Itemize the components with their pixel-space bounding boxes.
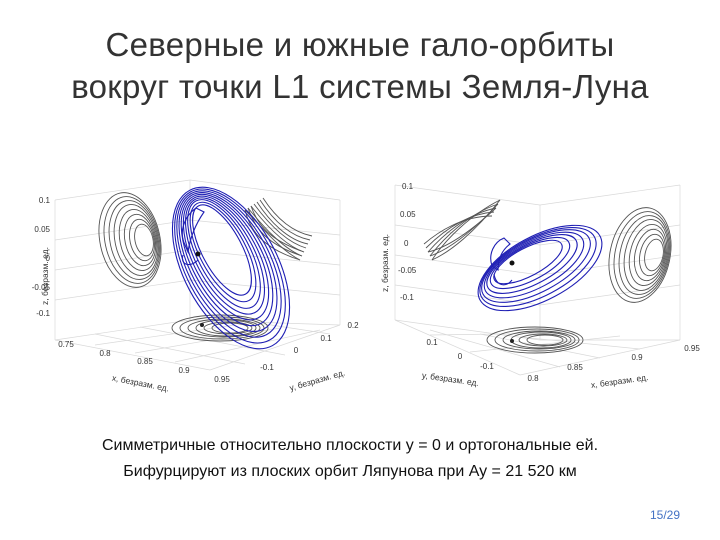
right-x-ticks: 0.8 0.85 0.9 0.95 — [527, 344, 700, 383]
left-y-tick: 0.1 — [320, 334, 332, 343]
halo-orbits-figure: 0.1 0.05 0 -0.05 -0.1 z, безразм. ед. 0.75 0.… — [0, 170, 720, 400]
left-z-tick: 0 — [46, 254, 51, 263]
left-x-tick: 0.8 — [99, 349, 111, 358]
left-l1-point — [195, 251, 201, 257]
right-z-tick: 0.05 — [400, 210, 416, 219]
left-ylabel: y, безразм. ед. — [288, 367, 346, 392]
right-z-tick: 0.1 — [402, 182, 414, 191]
left-x-tick: 0.85 — [137, 357, 153, 366]
right-ylabel: y, безразм. ед. — [421, 370, 479, 388]
left-z-tick: 0.05 — [34, 225, 50, 234]
left-yz-projection — [244, 197, 313, 261]
left-halo-orbits — [171, 186, 291, 350]
right-yz-projection — [423, 199, 501, 261]
slide-caption: Симметричные относительно плоскости y = … — [30, 433, 670, 485]
right-z-tick: 0 — [404, 239, 409, 248]
right-z-tick: -0.1 — [400, 293, 414, 302]
right-y-tick: -0.1 — [480, 362, 494, 371]
caption-line-2: Бифурцируют из плоских орбит Ляпунова пр… — [123, 463, 577, 480]
right-plot: 0.10.050-0.05-0.1 z, безразм. ед. 0.80.8… — [380, 182, 700, 390]
left-x-tick: 0.75 — [58, 340, 74, 349]
right-xy-projection — [486, 326, 584, 354]
left-y-tick: -0.1 — [260, 363, 274, 372]
right-y-ticks: 0.1 0 -0.1 — [426, 338, 494, 371]
left-y-ticks: -0.1 0 0.1 0.2 — [260, 321, 359, 372]
left-x-tick: 0.95 — [214, 375, 230, 384]
left-projection-point — [200, 323, 204, 327]
left-xlabel: x, безразм. ед. — [111, 373, 170, 394]
right-plot-grid — [394, 184, 681, 376]
right-xz-projection — [608, 207, 672, 303]
right-halo-orbits — [477, 224, 603, 312]
right-y-tick: 0.1 — [426, 338, 438, 347]
left-x-ticks: 0.75 0.8 0.85 0.9 0.95 — [58, 340, 230, 384]
left-y-tick: 0 — [294, 346, 299, 355]
right-y-tick: 0 — [458, 352, 463, 361]
left-y-tick: 0.2 — [347, 321, 359, 330]
left-zlabel: z, безразм. ед. — [40, 247, 50, 305]
right-xlabel: x, безразм. ед. — [590, 372, 649, 390]
left-xz-projection — [98, 192, 162, 288]
right-zlabel: z, безразм. ед. — [380, 234, 390, 292]
left-z-tick: 0.1 — [39, 196, 51, 205]
right-x-tick: 0.8 — [527, 374, 539, 383]
left-x-tick: 0.9 — [178, 366, 190, 375]
figures-svg: 0.10.050-0.05-0.1 z, безразм. ед. 0.750.… — [32, 179, 700, 394]
left-z-tick: -0.05 — [32, 283, 51, 292]
right-x-tick: 0.9 — [631, 353, 643, 362]
right-x-tick: 0.85 — [567, 363, 583, 372]
caption-line-1: Симметричные относительно плоскости y = … — [101, 437, 599, 454]
slide-title: Северные и южные гало-орбиты вокруг точк… — [20, 24, 700, 108]
left-z-ticks: 0.1 0.05 0 -0.05 -0.1 — [32, 196, 51, 318]
slide-title-line-1: Северные и южные гало-орбиты — [105, 26, 615, 63]
right-projection-point — [510, 339, 514, 343]
left-z-tick: -0.1 — [36, 309, 50, 318]
slide-title-line-2: вокруг точки L1 системы Земля-Луна — [71, 68, 649, 105]
left-plot: 0.10.050-0.05-0.1 z, безразм. ед. 0.750.… — [32, 179, 359, 394]
right-x-tick: 0.95 — [684, 344, 700, 353]
right-l1-point — [509, 260, 515, 266]
page-number: 15/29 — [649, 508, 680, 522]
right-z-tick: -0.05 — [398, 266, 417, 275]
right-z-ticks: 0.1 0.05 0 -0.05 -0.1 — [398, 182, 417, 302]
